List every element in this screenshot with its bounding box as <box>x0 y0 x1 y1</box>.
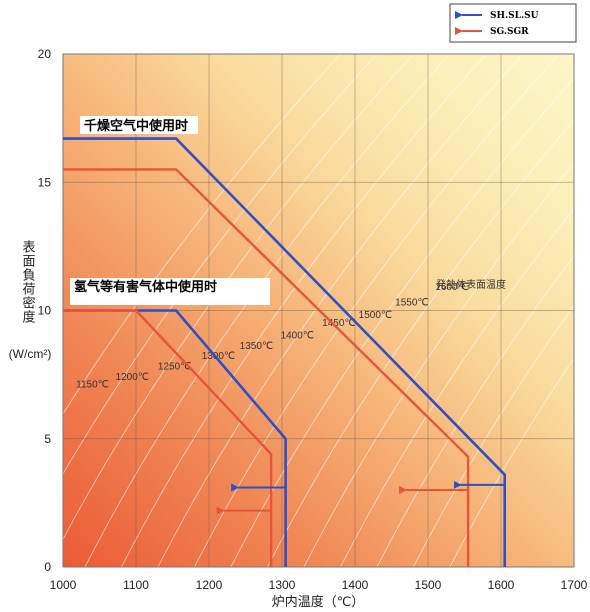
isotherm-label: 1250℃ <box>158 361 191 372</box>
isotherm-label: 1500℃ <box>359 310 392 321</box>
x-axis-label: 炉内温度（℃） <box>272 594 365 610</box>
x-tick-label: 1500 <box>415 578 442 592</box>
isotherm-label: 1450℃ <box>322 318 355 329</box>
isotherm-label: 1400℃ <box>281 331 314 342</box>
x-tick-label: 1400 <box>342 578 369 592</box>
legend-label-red: SG.SGR <box>490 27 529 37</box>
dry-air-label: 千燥空气中使用时 <box>84 118 188 134</box>
isotherm-label: 1350℃ <box>240 341 273 352</box>
y-axis-label: 表面負荷密度 <box>20 240 36 324</box>
series-line-2 <box>63 168 470 567</box>
series-line-3 <box>63 309 273 567</box>
arrows-group <box>216 480 505 515</box>
y-tick-label: 0 <box>44 560 51 574</box>
y-tick-label: 15 <box>38 175 52 189</box>
isotherm-label: 1600℃ <box>435 282 468 293</box>
isotherm-label: 1550℃ <box>395 297 428 308</box>
x-tick-label: 1300 <box>269 578 296 592</box>
dry-air-label-box <box>80 116 198 134</box>
isotherm-curve <box>449 357 574 567</box>
legend-label-blue: SH.SL.SU <box>490 11 539 21</box>
x-tick-label: 1100 <box>123 578 149 592</box>
x-tick-label: 1700 <box>561 578 588 592</box>
ticks-group: 1000 1100 1200 1300 1400 1500 1600 1700 0 5 10 15 20 <box>38 47 588 592</box>
x-tick-label: 1600 <box>488 578 515 592</box>
series-group <box>63 137 507 567</box>
y-tick-label: 10 <box>38 304 52 318</box>
legend: SH.SL.SU SG.SGR <box>449 3 577 43</box>
y-axis-unit: (W/cm²) <box>9 347 52 361</box>
isotherm-label: 1300℃ <box>202 351 235 362</box>
isotherm-label: 1200℃ <box>116 372 149 383</box>
isotherm-labels: 1150℃ 1200℃ 1250℃ 1300℃ 1350℃ 1400℃ 1450℃ 1500℃… <box>76 282 469 390</box>
legend-box <box>449 3 577 43</box>
series-line-0 <box>63 137 507 567</box>
y-tick-label: 5 <box>44 432 51 446</box>
isotherm-label: 1150℃ <box>76 379 109 390</box>
y-tick-label: 20 <box>38 47 52 61</box>
hydrogen-label: 氢气等有害气体中使用时 <box>74 279 217 295</box>
surface-temp-label: 発熱体表面温度 <box>436 278 506 291</box>
x-tick-label: 1200 <box>196 578 223 592</box>
hydrogen-label-box <box>70 278 270 305</box>
x-tick-label: 1000 <box>50 578 77 592</box>
